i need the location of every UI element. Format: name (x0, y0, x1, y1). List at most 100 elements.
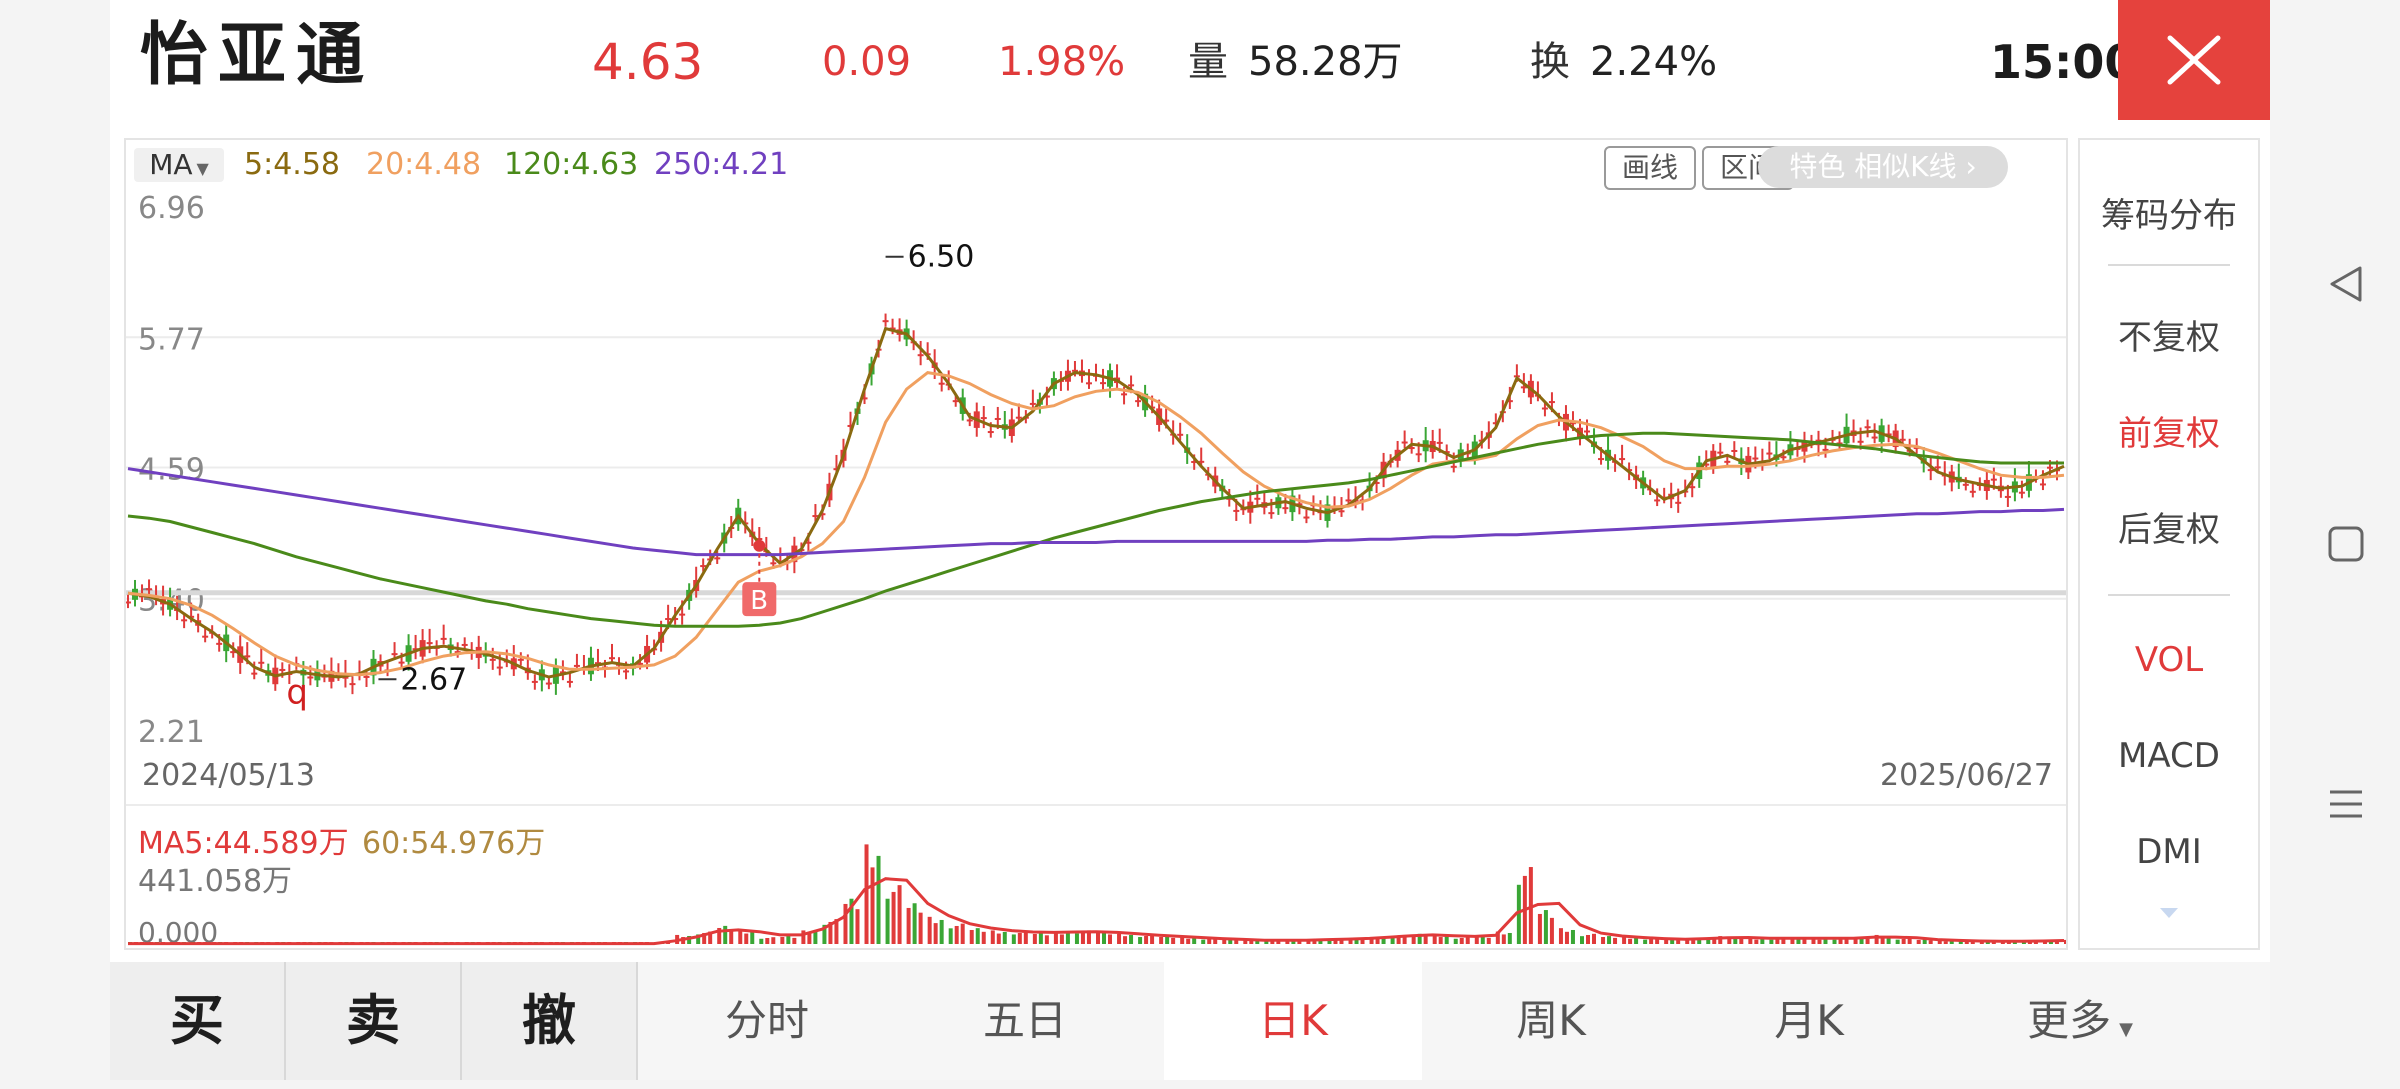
volume-bar (912, 903, 917, 944)
candle-body (1569, 422, 1576, 425)
vol-indicator-item[interactable]: VOL (2134, 640, 2204, 680)
candle-body (861, 397, 868, 400)
volume-bar (1643, 939, 1648, 944)
volume-bar (1002, 931, 1007, 944)
volume-bar (1937, 940, 1942, 944)
tab-intraday[interactable]: 分时 (724, 996, 809, 1045)
bottom-tab-bar: 买 卖 撤 分时 五日 日K 周K 月K 更多 ▼ (110, 962, 2270, 1080)
volume-bar (1396, 935, 1401, 944)
draw-line-button[interactable]: 画线 (1604, 146, 1696, 190)
volume-bar (1065, 932, 1070, 944)
candle-body (637, 662, 644, 665)
tab-weekly-k[interactable]: 周K (1516, 996, 1586, 1045)
candle-body (1338, 510, 1345, 513)
candle-body (230, 651, 237, 654)
candle-body (1752, 457, 1759, 460)
volume-bar (2012, 941, 2017, 944)
volume-bar (870, 867, 875, 944)
volume-bar (1207, 938, 1212, 944)
volume-bar (1102, 931, 1106, 944)
candle-body (398, 661, 405, 664)
candle-body (126, 601, 131, 604)
close-button[interactable] (2118, 0, 2270, 120)
candle-body (517, 658, 524, 661)
volume-bar (960, 923, 965, 944)
volume-bar (1655, 938, 1660, 944)
sell-button[interactable]: 卖 (286, 962, 462, 1080)
volume-bar (954, 925, 959, 944)
volume-bar (1507, 932, 1512, 944)
tab-monthly-k[interactable]: 月K (1774, 996, 1844, 1045)
volume-bar (1360, 939, 1365, 944)
tab-five-day[interactable]: 五日 (982, 996, 1067, 1045)
volume-bar (1234, 940, 1239, 944)
similar-kline-button[interactable]: 特色 相似K线 › (1758, 146, 2008, 188)
volume-plot[interactable] (126, 840, 2066, 946)
candle-body (672, 618, 679, 621)
volume-bar (1339, 939, 1344, 944)
volume-bar (969, 929, 974, 944)
ma-line-ma5 (127, 326, 2065, 679)
volume-bar (927, 916, 932, 944)
volume-bar (1108, 934, 1112, 944)
candle-body (847, 424, 854, 427)
back-nav-icon[interactable] (2324, 262, 2368, 306)
volume-bar (1817, 939, 1822, 944)
volume-bar (1171, 937, 1176, 944)
candle-body (1885, 433, 1892, 436)
candle-body (623, 670, 630, 673)
candle-body (1100, 382, 1107, 385)
volume-bar (1038, 932, 1043, 944)
side-divider (2108, 264, 2230, 266)
more-down-arrow-icon[interactable] (2158, 906, 2180, 920)
candle-body (1303, 516, 1310, 519)
volume-bar (1649, 938, 1654, 944)
cancel-order-button[interactable]: 撤 (462, 962, 638, 1080)
volume-bar (1032, 933, 1037, 944)
volume-bar (1622, 937, 1627, 944)
volume-bar (1685, 939, 1690, 944)
chip-distribution-item[interactable]: 筹码分布 (2101, 196, 2237, 236)
candle-body (1128, 384, 1135, 387)
candle-body (1934, 466, 1941, 469)
volume-bar (1432, 934, 1437, 944)
tab-daily-k[interactable]: 日K (1164, 962, 1422, 1080)
volume-bar (981, 931, 986, 944)
turnover-value: 2.24% (1590, 39, 1718, 85)
volume-bar (1607, 936, 1612, 944)
volume-bar (1886, 935, 1891, 944)
candle-body (440, 637, 447, 640)
no-adjust-item[interactable]: 不复权 (2118, 318, 2220, 358)
dmi-indicator-item[interactable]: DMI (2136, 832, 2202, 872)
volume-bar (1264, 941, 1269, 944)
volume-bar (1123, 936, 1128, 944)
volume-bar (1570, 929, 1575, 944)
ma-indicator-select[interactable]: MA ▼ (134, 148, 224, 182)
backward-adjust-item[interactable]: 后复权 (2118, 510, 2220, 550)
macd-indicator-item[interactable]: MACD (2118, 736, 2220, 776)
volume-bar (1549, 917, 1554, 944)
candle-body (1506, 400, 1513, 403)
kline-chart-panel[interactable]: MA ▼ 5:4.58 20:4.48 120:4.63 250:4.21 画线 … (124, 138, 2068, 950)
volume-bar (1558, 928, 1563, 944)
buy-button[interactable]: 买 (110, 962, 286, 1080)
low-price-label: 2.67 (400, 662, 467, 697)
volume-bar (990, 930, 995, 944)
candle-body (714, 557, 721, 560)
volume-bar (906, 907, 911, 944)
candle-body (1198, 460, 1205, 463)
tab-more[interactable]: 更多 ▼ (1960, 962, 2200, 1080)
volume-ma5-line (128, 877, 2065, 946)
menu-nav-icon[interactable] (2324, 782, 2368, 826)
home-nav-icon[interactable] (2324, 522, 2368, 566)
candle-body (1857, 440, 1864, 443)
volume-bar (1733, 937, 1738, 944)
volume-bar (1096, 932, 1100, 944)
candle-body (1015, 416, 1022, 419)
forward-adjust-item[interactable]: 前复权 (2118, 414, 2220, 454)
candle-body (1135, 400, 1142, 403)
candle-body (1619, 458, 1626, 461)
volume-bar (1964, 940, 1969, 944)
candle-body (566, 680, 573, 683)
